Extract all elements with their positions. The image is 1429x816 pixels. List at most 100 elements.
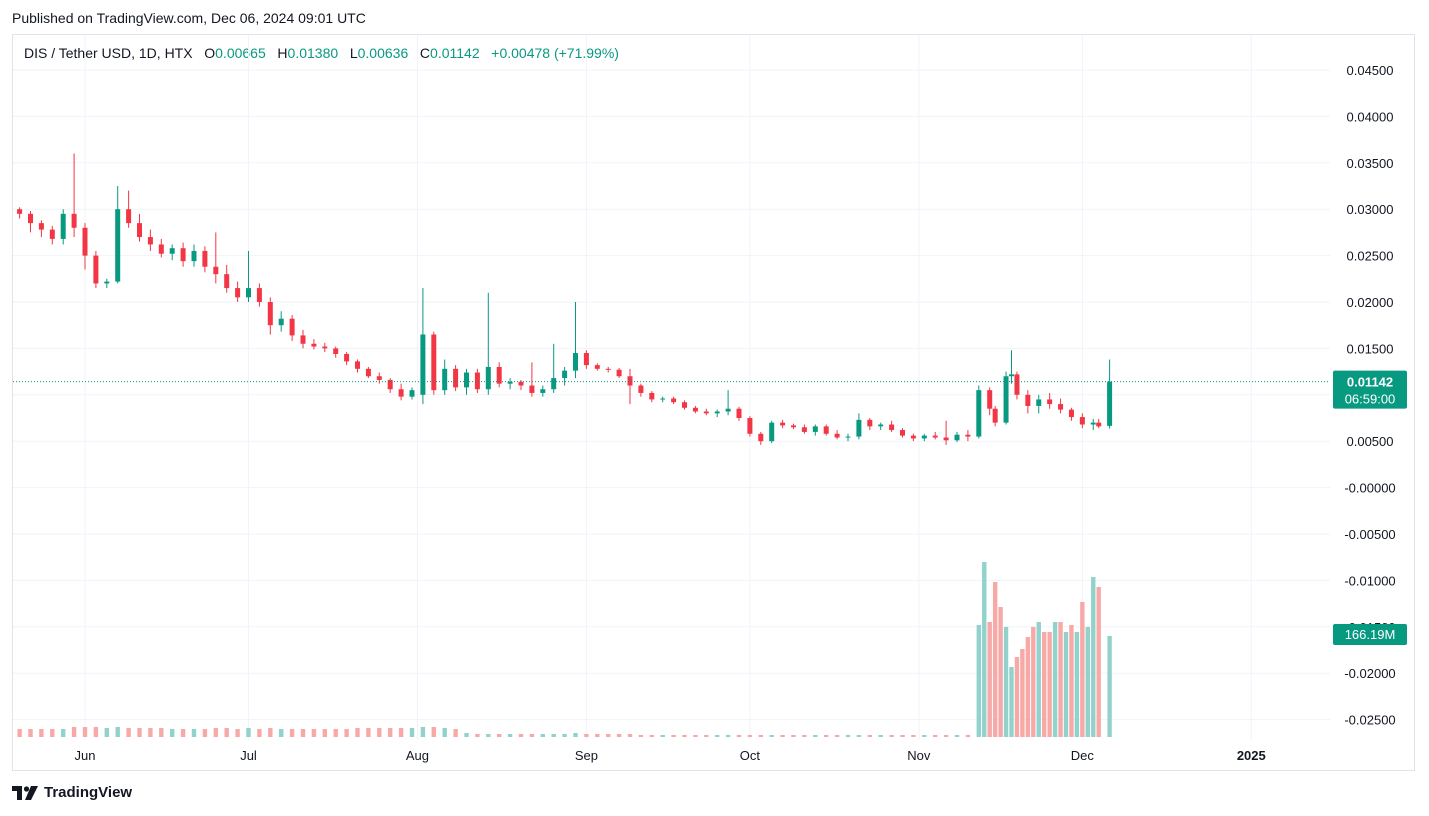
candle xyxy=(649,391,655,403)
candle-body xyxy=(49,229,55,239)
candle-body xyxy=(485,366,491,390)
volume-bar xyxy=(529,734,535,737)
volume-bars xyxy=(17,562,1112,737)
volume-bar xyxy=(867,735,872,737)
volume-bar xyxy=(540,734,545,737)
volume-bar xyxy=(693,735,698,737)
candle xyxy=(616,367,622,379)
candle-body xyxy=(104,281,110,284)
volume-bar xyxy=(126,728,131,737)
candle-body xyxy=(992,408,998,423)
volume-bar xyxy=(398,728,404,737)
candle xyxy=(1079,413,1085,429)
candle-body xyxy=(583,353,589,366)
candle xyxy=(900,428,905,438)
candle xyxy=(943,420,949,445)
candle xyxy=(1009,350,1014,384)
open-value: 0.00665 xyxy=(215,45,266,61)
candle-body xyxy=(82,227,88,256)
volume-bar xyxy=(61,729,66,737)
candle xyxy=(638,383,644,397)
candle-body xyxy=(976,390,982,437)
volume-bar xyxy=(1058,622,1063,737)
volume-bar xyxy=(442,728,447,737)
tradingview-logo-icon[interactable] xyxy=(12,785,38,800)
x-tick-label: Aug xyxy=(406,748,429,763)
price-tag-countdown: 06:59:00 xyxy=(1345,392,1396,407)
candle-body xyxy=(246,288,251,298)
volume-bar xyxy=(355,728,360,737)
volume-bar xyxy=(802,735,807,737)
volume-bar xyxy=(39,729,44,737)
candle-body xyxy=(627,376,633,386)
candle xyxy=(60,209,66,245)
volume-bar xyxy=(715,735,720,737)
candle-body xyxy=(725,408,731,412)
candle-body xyxy=(889,424,895,431)
candle-body xyxy=(442,368,448,391)
candle-body xyxy=(801,427,807,432)
volume-bar xyxy=(845,735,851,737)
y-tick-label: -0.00500 xyxy=(1344,527,1395,542)
candle-body xyxy=(845,436,851,438)
y-tick-label: 0.04500 xyxy=(1347,63,1394,78)
volume-bar xyxy=(1080,602,1085,737)
candle xyxy=(889,420,895,432)
volume-bar xyxy=(344,729,349,737)
volume-bar xyxy=(911,735,916,737)
candle-body xyxy=(115,209,121,282)
volume-bar xyxy=(431,727,436,737)
candle-body xyxy=(605,368,611,370)
candle xyxy=(158,238,164,258)
candle xyxy=(137,213,142,242)
candle-body xyxy=(333,348,339,354)
candle-body xyxy=(224,274,230,289)
volume-bar xyxy=(388,728,393,737)
candle-body xyxy=(289,318,295,336)
volume-bar xyxy=(28,729,33,737)
candle xyxy=(496,362,502,388)
candle-body xyxy=(409,390,415,397)
y-tick-label: 0.00500 xyxy=(1347,434,1394,449)
published-caption: Published on TradingView.com, Dec 06, 20… xyxy=(12,10,366,26)
candle-body xyxy=(387,379,393,390)
candle xyxy=(267,297,273,335)
candle-body xyxy=(278,318,284,326)
volume-bar xyxy=(224,728,229,737)
candle xyxy=(812,424,818,436)
volume-bar xyxy=(82,727,88,737)
footer-brand[interactable]: TradingView xyxy=(44,784,133,801)
candle-body xyxy=(398,389,404,397)
volume-bar xyxy=(497,734,502,737)
candle-body xyxy=(1047,399,1053,405)
volume-bar xyxy=(486,734,491,737)
candle-body xyxy=(169,248,175,254)
candle xyxy=(725,390,731,416)
candle xyxy=(169,244,175,261)
volume-tag-background xyxy=(1333,624,1407,645)
candle xyxy=(49,225,55,245)
volume-bar xyxy=(1020,649,1025,737)
candle xyxy=(878,422,884,431)
volume-bar xyxy=(889,735,894,737)
volume-tag-value: 166.19M xyxy=(1345,627,1396,642)
candle xyxy=(365,366,371,379)
volume-bar xyxy=(159,728,164,737)
candle-body xyxy=(1003,376,1009,423)
y-tick-label: 0.03000 xyxy=(1347,202,1394,217)
price-tag: 0.01142 06:59:00 xyxy=(1333,370,1407,409)
candle xyxy=(398,383,404,401)
volume-bar xyxy=(1003,627,1009,737)
volume-bar xyxy=(922,735,927,737)
candle xyxy=(1058,398,1064,414)
candle xyxy=(442,359,448,395)
candle xyxy=(823,424,829,436)
candle-body xyxy=(1096,422,1102,427)
volume-bar xyxy=(93,727,99,737)
candle-body xyxy=(562,370,568,379)
volume-bar xyxy=(573,733,578,737)
y-tick-label: -0.01000 xyxy=(1344,573,1395,588)
x-axis: Jun Jul Aug Sep Oct Nov Dec 2025 xyxy=(75,748,1266,763)
volume-bar xyxy=(813,735,818,737)
